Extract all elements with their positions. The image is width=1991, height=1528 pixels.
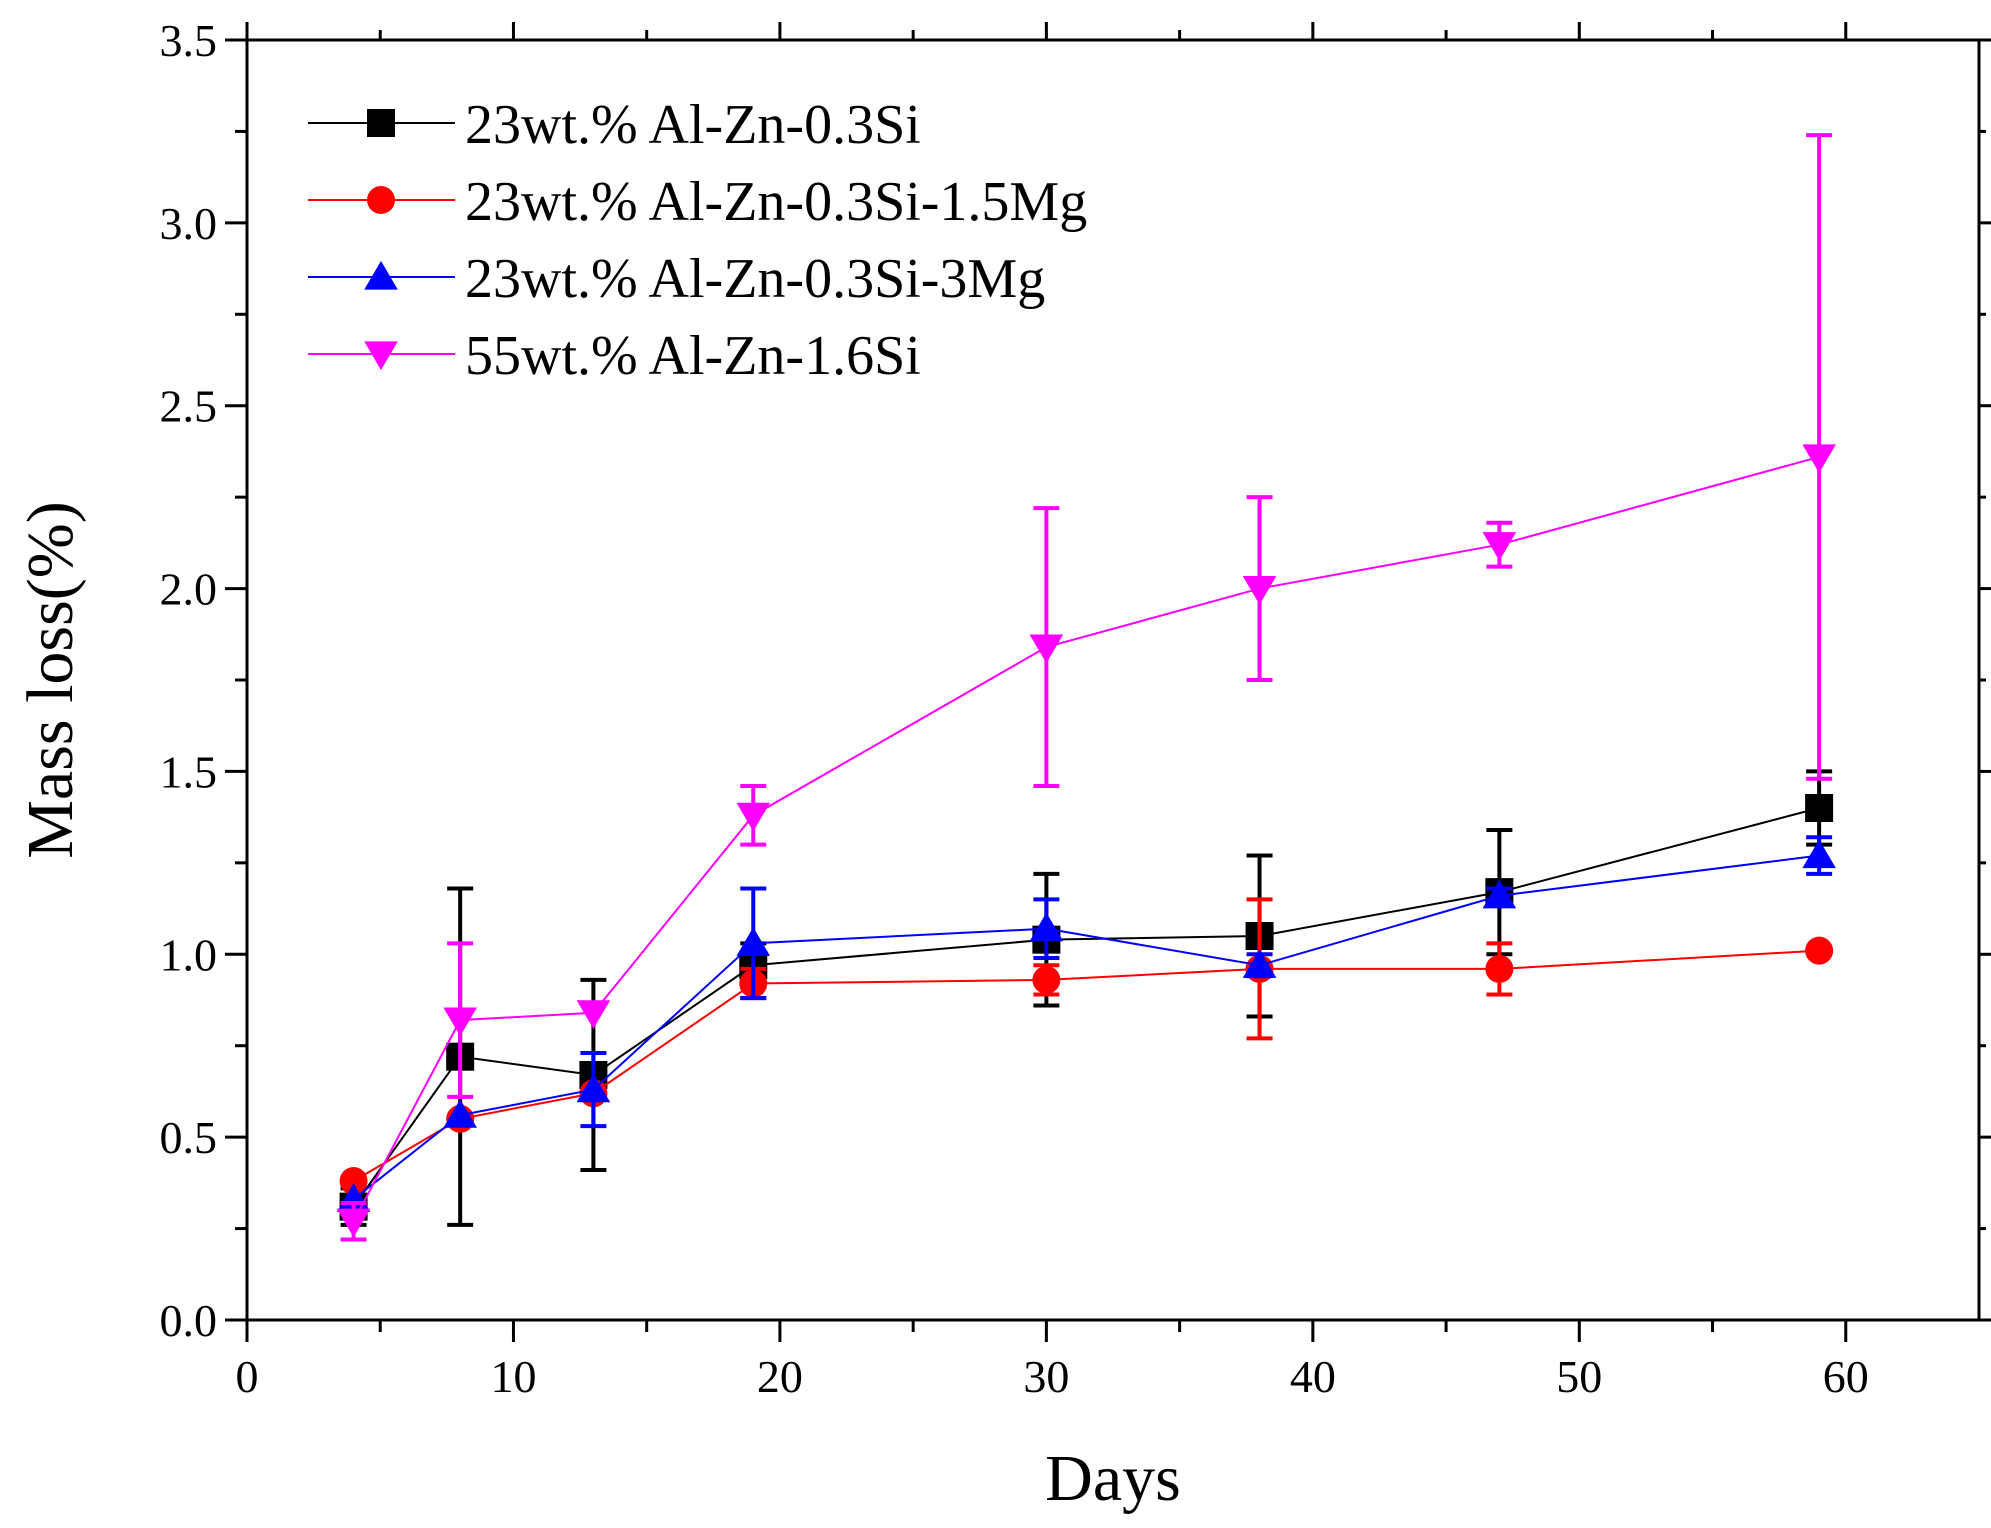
data-point [736, 802, 771, 832]
legend-label: 23wt.% Al-Zn-0.3Si-1.5Mg [465, 171, 1087, 233]
y-tick-label: 3.0 [160, 198, 218, 249]
data-point [1485, 954, 1514, 983]
y-axis-ticks: 0.0 0.5 1.0 1.5 2.0 2.5 3.0 3.5 [160, 15, 1991, 1346]
y-tick-label: 3.5 [160, 15, 218, 66]
x-tick-label: 40 [1290, 1351, 1336, 1402]
legend-marker [367, 186, 395, 214]
data-point [336, 1208, 371, 1238]
legend-marker [364, 341, 398, 371]
data-point [1805, 794, 1834, 822]
x-axis-title: Days [1045, 1442, 1181, 1515]
data-point [736, 927, 771, 956]
data-point [443, 1007, 477, 1037]
x-tick-label: 30 [1023, 1351, 1069, 1402]
legend-entry: 23wt.% Al-Zn-0.3Si-3Mg [308, 248, 1045, 310]
legend-label: 55wt.% Al-Zn-1.6Si [465, 325, 921, 387]
y-tick-label: 0.0 [160, 1295, 218, 1346]
legend-label: 23wt.% Al-Zn-0.3Si-3Mg [465, 248, 1045, 310]
legend-entry: 23wt.% Al-Zn-0.3Si-1.5Mg [308, 171, 1087, 233]
data-point [576, 1000, 611, 1029]
series-line [353, 949, 1820, 1182]
series-2 [339, 897, 1834, 1196]
legend-entry: 55wt.% Al-Zn-1.6Si [308, 325, 921, 387]
series-line [352, 807, 1820, 1208]
data-point [1032, 965, 1061, 994]
x-tick-label: 0 [236, 1351, 259, 1402]
data-point [1242, 575, 1277, 605]
x-tick-label: 20 [757, 1351, 803, 1402]
legend-label: 23wt.% Al-Zn-0.3Si [465, 94, 921, 156]
y-tick-label: 2.0 [160, 564, 218, 615]
series-4 [336, 133, 1836, 1242]
data-point [1029, 634, 1064, 664]
x-tick-label: 10 [490, 1351, 536, 1402]
data-point [339, 1167, 368, 1196]
y-tick-label: 1.5 [160, 746, 218, 797]
series-1 [339, 769, 1834, 1227]
data-point [576, 1073, 611, 1103]
legend-marker [364, 260, 398, 290]
data-point [1802, 839, 1836, 869]
y-tick-label: 2.5 [160, 381, 218, 432]
x-tick-label: 60 [1823, 1351, 1869, 1402]
data-point [1805, 936, 1834, 965]
data-point [1482, 879, 1517, 909]
series-line [352, 854, 1820, 1201]
legend-entry: 23wt.% Al-Zn-0.3Si [308, 94, 921, 156]
legend: 23wt.% Al-Zn-0.3Si 23wt.% Al-Zn-0.3Si-1.5… [308, 94, 1087, 387]
data-point [1802, 444, 1836, 474]
x-axis-ticks: 0 10 20 30 40 50 60 [236, 22, 1869, 1402]
data-point [1029, 912, 1064, 942]
series-3 [336, 835, 1836, 1212]
x-tick-label: 50 [1556, 1351, 1602, 1402]
y-tick-label: 1.0 [160, 929, 218, 980]
data-point [443, 1099, 477, 1128]
series-line [352, 455, 1820, 1222]
y-axis-title: Mass loss(%) [14, 501, 87, 859]
data-point [1242, 949, 1277, 978]
y-tick-label: 0.5 [160, 1112, 218, 1163]
data-point [1482, 532, 1517, 561]
series-layer [336, 133, 1836, 1242]
legend-marker [367, 109, 395, 137]
